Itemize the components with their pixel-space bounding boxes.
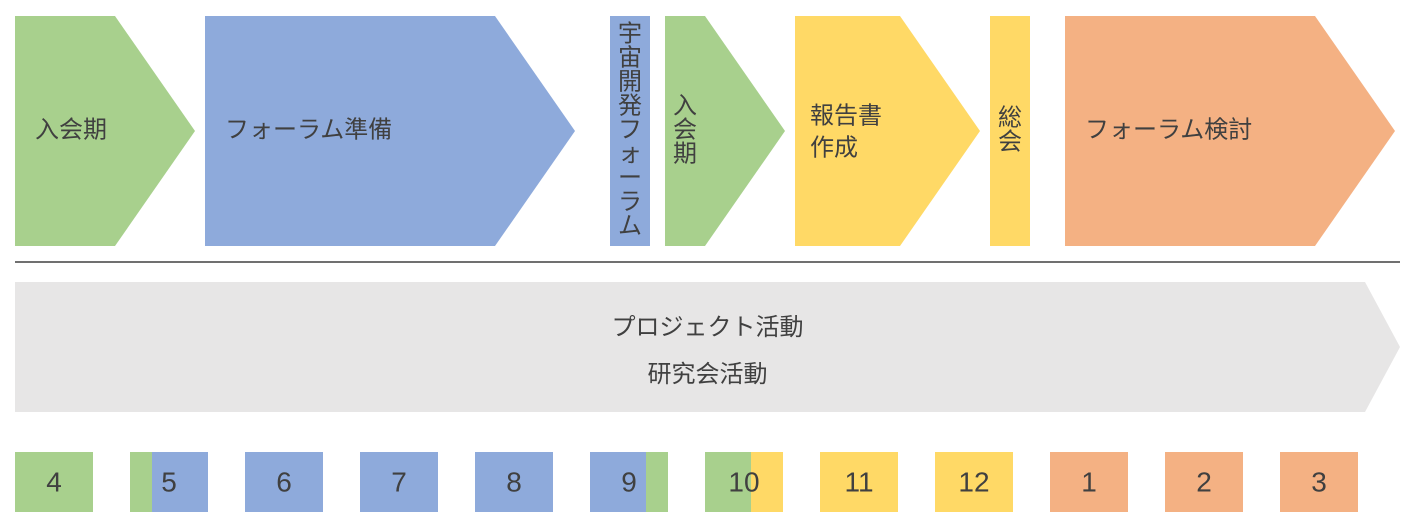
phase-7-label: フォーラム検討 <box>1085 116 1252 143</box>
month-box-12: 12 <box>935 452 1013 512</box>
project-activity-arrow <box>15 282 1400 412</box>
phase-1-label: 入会期 <box>35 116 107 143</box>
phase-5-label: 報告書 <box>810 102 882 129</box>
month-label: 2 <box>1196 466 1212 497</box>
month-label: 3 <box>1311 466 1327 497</box>
phase-3-label: ォ <box>618 140 642 167</box>
phase-3-label: 宙 <box>618 44 642 71</box>
month-box-8: 8 <box>475 452 553 512</box>
month-box-3: 3 <box>1280 452 1358 512</box>
month-label: 11 <box>844 466 873 497</box>
month-label: 9 <box>621 466 637 497</box>
phase-3-label: ー <box>618 164 642 191</box>
phase-3-label: 開 <box>618 68 642 95</box>
project-activity-label: プロジェクト活動 <box>612 314 804 341</box>
phase-6-label: 会 <box>998 128 1022 155</box>
month-box-1: 1 <box>1050 452 1128 512</box>
month-box-4: 4 <box>15 452 93 512</box>
month-label: 6 <box>276 466 292 497</box>
phase-3-label: ム <box>618 212 642 239</box>
phase-3-label: 宇 <box>618 20 642 47</box>
project-activity-label: 研究会活動 <box>648 361 768 388</box>
month-box-6: 6 <box>245 452 323 512</box>
month-label: 1 <box>1081 466 1097 497</box>
phase-3-label: 発 <box>618 92 642 119</box>
phase-4-label: 会 <box>673 116 697 143</box>
month-box-2: 2 <box>1165 452 1243 512</box>
month-box-10: 10 <box>705 452 783 512</box>
month-label: 8 <box>506 466 522 497</box>
phase-4-label: 期 <box>673 140 697 167</box>
phase-5 <box>795 16 980 246</box>
month-label: 7 <box>391 466 407 497</box>
month-label: 10 <box>728 466 759 497</box>
phase-3-label: ラ <box>618 188 642 215</box>
month-box-7: 7 <box>360 452 438 512</box>
phase-4-label: 入 <box>673 92 697 119</box>
phase-5-label: 作成 <box>810 134 858 161</box>
month-box-9: 9 <box>590 452 668 512</box>
timeline-diagram: 入会期フォーラム準備宇宙開発フォーラム入会期報告書作成総会フォーラム検討プロジェ… <box>0 0 1414 532</box>
month-label: 12 <box>958 466 989 497</box>
phase-6-label: 総 <box>998 104 1022 131</box>
month-box-11: 11 <box>820 452 898 512</box>
month-box-5: 5 <box>130 452 208 512</box>
phase-2-label: フォーラム準備 <box>225 116 392 143</box>
month-label: 4 <box>46 466 62 497</box>
phase-3-label: フ <box>618 116 642 143</box>
month-label: 5 <box>161 466 177 497</box>
